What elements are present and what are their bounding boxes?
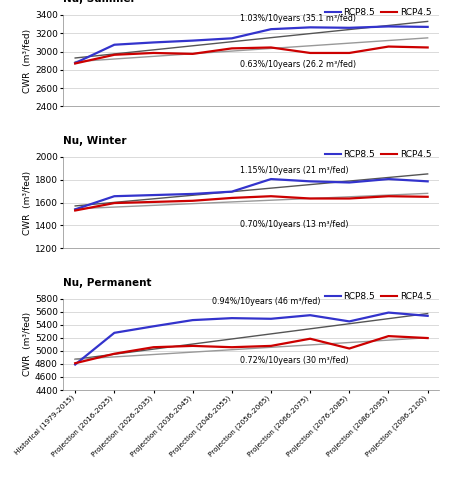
Text: Nu, Permanent: Nu, Permanent [63, 278, 152, 287]
Text: Nu, Winter: Nu, Winter [63, 136, 127, 146]
Text: 1.03%/10years (35.1 m³/fed): 1.03%/10years (35.1 m³/fed) [240, 14, 356, 24]
Legend: RCP8.5, RCP4.5: RCP8.5, RCP4.5 [321, 146, 435, 163]
Text: Nu, Summer: Nu, Summer [63, 0, 136, 4]
Y-axis label: CWR  (m³/fed): CWR (m³/fed) [23, 170, 32, 234]
Text: 0.63%/10years (26.2 m³/fed): 0.63%/10years (26.2 m³/fed) [240, 60, 356, 69]
Legend: RCP8.5, RCP4.5: RCP8.5, RCP4.5 [321, 5, 435, 21]
Text: 1.15%/10years (21 m³/fed): 1.15%/10years (21 m³/fed) [240, 166, 348, 175]
Y-axis label: CWR  (m³/fed): CWR (m³/fed) [23, 28, 32, 93]
Y-axis label: CWR  (m³/fed): CWR (m³/fed) [23, 312, 32, 376]
Text: 0.70%/10years (13 m³/fed): 0.70%/10years (13 m³/fed) [240, 220, 348, 228]
Legend: RCP8.5, RCP4.5: RCP8.5, RCP4.5 [321, 288, 435, 304]
Text: 0.94%/10years (46 m³/fed): 0.94%/10years (46 m³/fed) [212, 297, 321, 306]
Text: 0.72%/10years (30 m³/fed): 0.72%/10years (30 m³/fed) [240, 356, 348, 364]
